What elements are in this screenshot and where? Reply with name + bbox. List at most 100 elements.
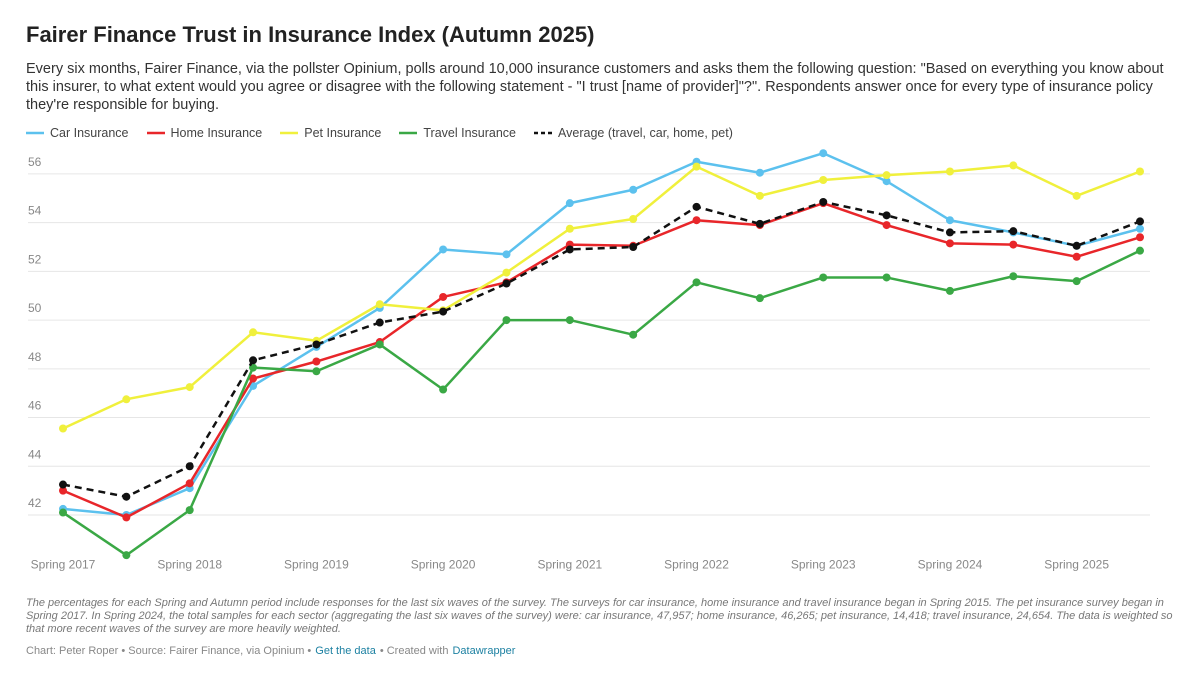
data-point — [1072, 241, 1081, 250]
data-point — [122, 492, 131, 501]
data-point — [439, 307, 448, 316]
series-line — [62, 164, 1141, 430]
data-point — [439, 245, 448, 254]
data-point — [1136, 217, 1144, 226]
legend-item: Pet Insurance — [280, 126, 381, 140]
data-point — [312, 357, 321, 366]
data-point — [565, 316, 574, 325]
data-point — [629, 243, 638, 252]
data-point — [565, 245, 574, 254]
data-point — [122, 551, 131, 560]
x-tick-label: Spring 2021 — [537, 557, 602, 571]
legend: Car Insurance Home Insurance Pet Insurance… — [26, 126, 733, 140]
data-point — [565, 224, 574, 233]
legend-swatch — [534, 131, 553, 135]
y-tick-label: 46 — [28, 399, 42, 413]
x-tick-label: Spring 2024 — [918, 557, 983, 571]
x-tick-label: Spring 2022 — [664, 557, 729, 571]
series — [59, 246, 1144, 560]
data-point — [249, 374, 258, 383]
y-tick-label: 48 — [28, 350, 42, 364]
y-tick-label: 56 — [28, 155, 42, 169]
data-point — [122, 513, 131, 522]
data-point — [1136, 233, 1144, 242]
data-point — [819, 273, 828, 282]
data-point — [249, 356, 258, 365]
x-tick-label: Spring 2025 — [1044, 557, 1109, 571]
data-point — [1009, 227, 1018, 236]
y-tick-label: 50 — [28, 301, 42, 315]
x-tick-label: Spring 2017 — [31, 557, 96, 571]
data-point — [692, 216, 701, 225]
data-point — [59, 424, 67, 433]
data-point — [375, 318, 384, 327]
data-point — [882, 221, 891, 230]
legend-label: Car Insurance — [50, 126, 129, 140]
data-point — [629, 185, 638, 194]
data-point — [185, 383, 194, 392]
data-point — [122, 395, 131, 404]
series-line — [62, 151, 1141, 517]
legend-item: Car Insurance — [26, 126, 129, 140]
credit-text: Chart: Peter Roper • Source: Fairer Fina… — [26, 645, 312, 657]
data-point — [692, 278, 701, 287]
data-point — [1136, 224, 1144, 233]
data-point — [755, 294, 764, 303]
legend-label: Home Insurance — [170, 126, 263, 140]
data-point — [882, 171, 891, 180]
legend-item: Travel Insurance — [399, 126, 516, 140]
x-tick-label: Spring 2018 — [157, 557, 222, 571]
y-tick-label: 52 — [28, 252, 42, 266]
legend-swatch — [26, 131, 44, 135]
data-point — [1009, 240, 1018, 249]
legend-item: Home Insurance — [146, 126, 263, 140]
data-point — [882, 273, 891, 282]
data-point — [312, 367, 321, 376]
data-point — [185, 506, 194, 515]
data-point — [375, 340, 384, 349]
data-point — [439, 292, 448, 301]
x-tick-label: Spring 2023 — [791, 557, 856, 571]
chart-title: Fairer Finance Trust in Insurance Index … — [26, 22, 595, 47]
series-line — [62, 249, 1141, 557]
y-tick-label: 42 — [28, 496, 42, 510]
data-point — [565, 199, 574, 208]
data-point — [59, 508, 67, 517]
legend-swatch — [399, 131, 418, 135]
data-point — [692, 162, 701, 171]
data-point — [692, 202, 701, 211]
data-point — [249, 328, 258, 337]
legend-swatch — [280, 131, 299, 135]
data-point — [945, 286, 954, 295]
data-point — [1072, 191, 1081, 200]
footnote: The percentages for each Spring and Autu… — [26, 597, 1173, 635]
data-point — [1072, 277, 1081, 286]
chart-subtitle: Every six months, Fairer Finance, via th… — [26, 61, 1164, 113]
data-point — [59, 480, 67, 489]
credit-link[interactable]: Datawrapper — [452, 645, 516, 657]
data-point — [629, 330, 638, 339]
data-point — [375, 300, 384, 309]
data-point — [502, 250, 511, 259]
data-point — [1009, 272, 1018, 281]
data-point — [1009, 161, 1018, 170]
data-point — [312, 340, 321, 349]
data-point — [502, 268, 511, 277]
data-point — [945, 167, 954, 176]
legend-label: Travel Insurance — [423, 126, 517, 140]
data-point — [945, 228, 954, 237]
legend-item: Average (travel, car, home, pet) — [534, 126, 733, 140]
chart: 42 44 46 48 50 52 54 56 Spring 2017 Spring 2018 Sp… — [28, 149, 1150, 571]
series-line — [62, 201, 1141, 519]
data-point — [882, 211, 891, 220]
data-point — [755, 191, 764, 200]
credit-text: • Created with — [379, 645, 449, 657]
data-point — [1136, 167, 1144, 176]
series-line — [62, 200, 1141, 498]
data-point — [945, 239, 954, 248]
data-point — [755, 219, 764, 228]
data-point — [502, 316, 511, 325]
credit-link[interactable]: Get the data — [315, 645, 376, 657]
legend-label: Average (travel, car, home, pet) — [558, 126, 733, 140]
